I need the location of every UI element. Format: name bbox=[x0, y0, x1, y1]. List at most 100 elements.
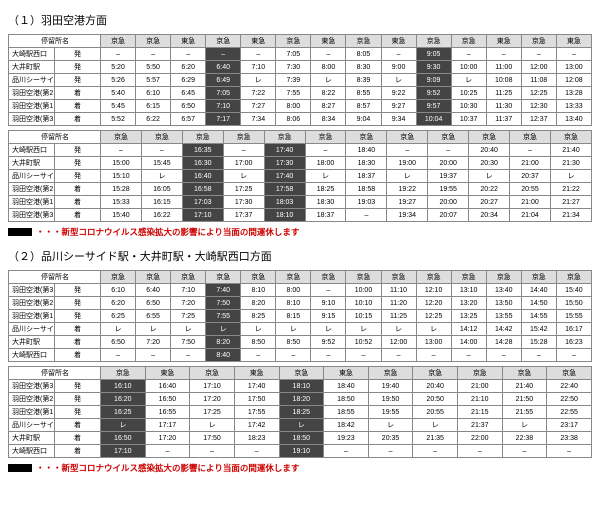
time-cell: 9:34 bbox=[381, 113, 416, 126]
time-cell: 18:50 bbox=[279, 432, 324, 445]
time-cell: レ bbox=[381, 74, 416, 87]
time-cell: レ bbox=[381, 323, 416, 336]
time-cell: 12:00 bbox=[521, 61, 556, 74]
time-cell: 11:10 bbox=[381, 284, 416, 297]
depart-arrive-marker: 着 bbox=[55, 445, 101, 458]
operator-header: 京急 bbox=[101, 271, 136, 284]
time-cell: 7:05 bbox=[206, 87, 241, 100]
time-cell: 8:20 bbox=[206, 336, 241, 349]
time-cell: 20:00 bbox=[428, 157, 469, 170]
time-cell: – bbox=[413, 445, 458, 458]
time-cell: レ bbox=[241, 74, 276, 87]
time-cell: 9:22 bbox=[381, 87, 416, 100]
time-cell: 12:00 bbox=[381, 336, 416, 349]
time-cell: – bbox=[346, 209, 387, 222]
time-cell: 7:17 bbox=[206, 113, 241, 126]
time-cell: 18:25 bbox=[279, 406, 324, 419]
time-cell: 16:15 bbox=[141, 196, 182, 209]
stop-name: 大井町駅 bbox=[9, 336, 55, 349]
stop-name: 大井町駅 bbox=[9, 432, 55, 445]
operator-header: 東急 bbox=[241, 35, 276, 48]
time-cell: 16:35 bbox=[182, 144, 223, 157]
time-cell: 5:26 bbox=[101, 74, 136, 87]
time-cell: 15:45 bbox=[141, 157, 182, 170]
time-cell: 16:50 bbox=[145, 393, 190, 406]
time-cell: – bbox=[458, 445, 503, 458]
operator-header: 京急 bbox=[428, 131, 469, 144]
time-cell: 19:10 bbox=[279, 445, 324, 458]
depart-arrive-marker: 発 bbox=[55, 157, 101, 170]
time-cell: 5:57 bbox=[136, 74, 171, 87]
time-cell: – bbox=[521, 48, 556, 61]
operator-header: 京急 bbox=[346, 131, 387, 144]
legend-black-box bbox=[8, 464, 32, 472]
time-cell: 18:30 bbox=[346, 157, 387, 170]
time-cell: 18:55 bbox=[324, 406, 369, 419]
operator-header: 京急 bbox=[381, 271, 416, 284]
time-cell: 21:40 bbox=[502, 380, 547, 393]
time-cell: 21:55 bbox=[502, 406, 547, 419]
operator-header: 京急 bbox=[510, 131, 551, 144]
time-cell: 13:28 bbox=[556, 87, 591, 100]
time-cell: 18:37 bbox=[346, 170, 387, 183]
time-cell: 9:52 bbox=[311, 336, 346, 349]
time-cell: – bbox=[141, 144, 182, 157]
time-cell: – bbox=[136, 48, 171, 61]
depart-arrive-marker: 発 bbox=[55, 144, 101, 157]
stop-name: 羽田空港(第3ターミナル) bbox=[9, 380, 55, 393]
time-cell: 13:40 bbox=[486, 284, 521, 297]
time-cell: レ bbox=[311, 74, 346, 87]
time-cell: 16:23 bbox=[556, 336, 591, 349]
time-cell: 6:20 bbox=[101, 297, 136, 310]
depart-arrive-marker: 発 bbox=[55, 48, 101, 61]
time-cell: レ bbox=[101, 419, 146, 432]
time-cell: 19:03 bbox=[346, 196, 387, 209]
time-cell: – bbox=[101, 144, 142, 157]
time-cell: 8:50 bbox=[276, 336, 311, 349]
time-cell: 21:50 bbox=[502, 393, 547, 406]
time-cell: 11:00 bbox=[486, 61, 521, 74]
stop-name: 大崎駅西口 bbox=[9, 48, 55, 61]
time-cell: 21:30 bbox=[550, 157, 591, 170]
time-cell: 19:23 bbox=[324, 432, 369, 445]
time-cell: 8:00 bbox=[276, 284, 311, 297]
time-cell: 8:05 bbox=[346, 48, 381, 61]
time-cell: 22:00 bbox=[458, 432, 503, 445]
time-cell: 21:00 bbox=[510, 196, 551, 209]
operator-header: 京急 bbox=[547, 367, 592, 380]
time-cell: 20:34 bbox=[469, 209, 510, 222]
time-cell: 10:00 bbox=[346, 284, 381, 297]
time-cell: 17:10 bbox=[182, 209, 223, 222]
time-cell: 6:50 bbox=[136, 297, 171, 310]
time-cell: 7:20 bbox=[171, 297, 206, 310]
time-cell: 17:00 bbox=[223, 157, 264, 170]
time-cell: – bbox=[381, 349, 416, 362]
stop-name: 羽田空港(第2ターミナル) bbox=[9, 183, 55, 196]
time-cell: – bbox=[101, 349, 136, 362]
stop-name: 羽田空港(第1ターミナル) bbox=[9, 310, 55, 323]
time-cell: 22:50 bbox=[547, 393, 592, 406]
operator-header: 京急 bbox=[190, 367, 235, 380]
time-cell: 23:38 bbox=[547, 432, 592, 445]
time-cell: 18:50 bbox=[324, 393, 369, 406]
time-cell: 8:39 bbox=[346, 74, 381, 87]
time-cell: レ bbox=[416, 323, 451, 336]
time-cell: 5:20 bbox=[101, 61, 136, 74]
operator-header: 京急 bbox=[550, 131, 591, 144]
time-cell: 20:55 bbox=[510, 183, 551, 196]
time-cell: 7:05 bbox=[276, 48, 311, 61]
time-cell: – bbox=[451, 48, 486, 61]
depart-arrive-marker: 着 bbox=[55, 323, 101, 336]
time-cell: 7:10 bbox=[241, 61, 276, 74]
timetable: 停留所名京急京急京急京急京急京急京急京急京急京急京急京急大崎駅西口発––16:3… bbox=[8, 130, 592, 222]
time-cell: 8:00 bbox=[311, 61, 346, 74]
depart-arrive-marker: 着 bbox=[55, 432, 101, 445]
depart-arrive-marker: 発 bbox=[55, 393, 101, 406]
operator-header: 東急 bbox=[145, 367, 190, 380]
time-cell: 18:42 bbox=[324, 419, 369, 432]
time-cell: – bbox=[305, 144, 346, 157]
stop-name: 羽田空港(第1ターミナル) bbox=[9, 100, 55, 113]
operator-header: 京急 bbox=[311, 271, 346, 284]
time-cell: レ bbox=[311, 323, 346, 336]
operator-header: 京急 bbox=[486, 271, 521, 284]
